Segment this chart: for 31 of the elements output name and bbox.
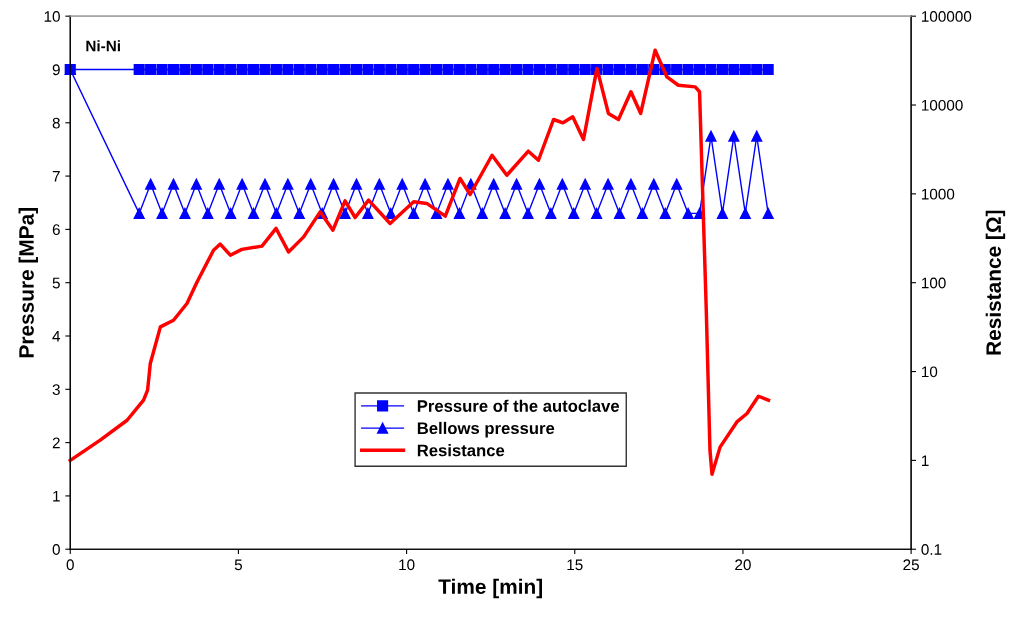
x-tick-label: 10: [399, 559, 415, 571]
y2-axis-title: Resistance [Ω]: [985, 210, 1006, 355]
y2-tick-label: 1: [922, 455, 929, 466]
y-tick-label: 9: [52, 64, 60, 76]
y-tick-label: 8: [52, 117, 60, 129]
y-tick-label: 3: [52, 384, 60, 395]
y-tick-label: 0: [52, 544, 60, 555]
x-tick-label: 25: [903, 559, 919, 571]
annotation: Ni-Ni: [86, 40, 120, 52]
y2-tick-label: 10: [922, 366, 938, 378]
y2-tick-label: 1000: [922, 188, 955, 200]
legend-label: Pressure of the autoclave: [417, 399, 620, 412]
x-tick-label: 5: [234, 559, 243, 571]
y-tick-label: 2: [52, 437, 60, 449]
y-axis-title: Pressure [MPa]: [18, 208, 38, 358]
y-tick-label: 1: [53, 490, 60, 502]
x-tick-label: 0: [66, 559, 74, 571]
y2-tick-label: 0.1: [921, 544, 942, 555]
x-axis-title: Time [min]: [438, 578, 542, 599]
x-tick-label: 20: [735, 559, 751, 571]
y2-tick-label: 100: [922, 277, 946, 289]
y-tick-label: 7: [52, 171, 60, 182]
y2-tick-label: 10000: [922, 99, 963, 111]
legend-label: Bellows pressure: [417, 421, 555, 438]
y2-tick-label: 100000: [922, 11, 972, 22]
y-tick-label: 6: [52, 224, 60, 236]
x-tick-label: 15: [567, 559, 583, 571]
y-tick-label: 10: [44, 11, 60, 22]
y-tick-label: 4: [52, 331, 61, 342]
legend-label: Resistance: [417, 444, 505, 457]
y-tick-label: 5: [52, 277, 60, 289]
